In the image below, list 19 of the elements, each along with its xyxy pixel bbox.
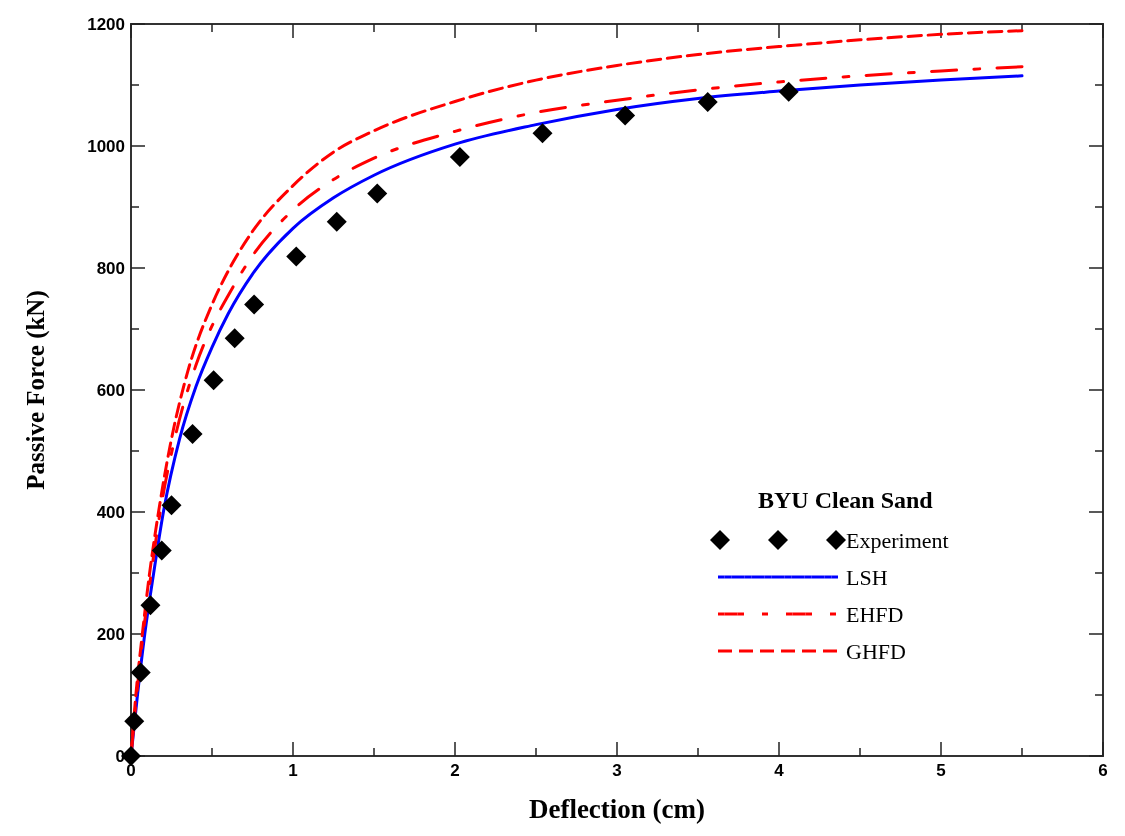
legend-label: GHFD bbox=[846, 638, 906, 664]
legend-label: Experiment bbox=[846, 527, 949, 553]
y-axis-title: Passive Force (kN) bbox=[22, 290, 50, 490]
y-tick-label: 600 bbox=[96, 380, 125, 400]
x-tick-label: 2 bbox=[450, 761, 460, 780]
y-tick-label: 1200 bbox=[87, 14, 125, 34]
y-tick-label: 1000 bbox=[87, 136, 125, 156]
x-tick-label: 1 bbox=[288, 761, 298, 780]
x-tick-label: 4 bbox=[774, 761, 785, 780]
legend-label: LSH bbox=[846, 564, 888, 590]
x-tick-label: 5 bbox=[936, 761, 946, 780]
legend-label: EHFD bbox=[846, 601, 904, 627]
x-tick-label: 3 bbox=[612, 761, 622, 780]
x-tick-label: 6 bbox=[1098, 761, 1108, 780]
legend-title: BYU Clean Sand bbox=[758, 487, 934, 513]
y-tick-label: 200 bbox=[96, 624, 125, 644]
x-axis-title: Deflection (cm) bbox=[528, 794, 706, 824]
y-tick-label: 800 bbox=[96, 258, 125, 278]
y-tick-label: 400 bbox=[96, 502, 125, 522]
